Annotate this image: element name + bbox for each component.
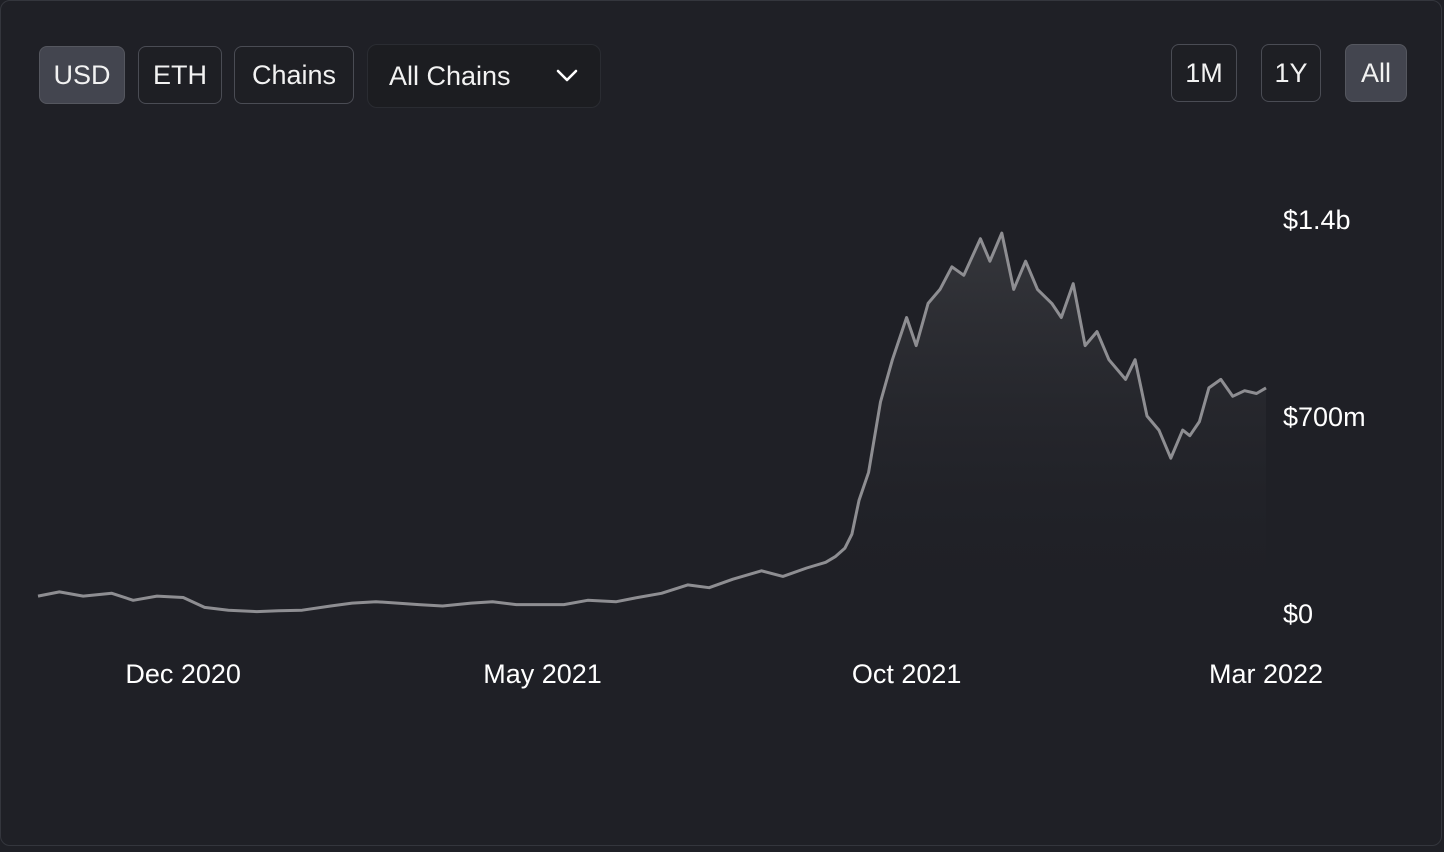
range-1m-button[interactable]: 1M — [1171, 44, 1237, 102]
x-tick-label: May 2021 — [483, 659, 602, 689]
chain-select-value: All Chains — [389, 60, 511, 91]
chevron-down-icon — [556, 69, 578, 82]
series-area — [38, 233, 1266, 613]
eth-button[interactable]: ETH — [138, 46, 222, 104]
range-1y-button[interactable]: 1Y — [1261, 44, 1321, 102]
x-tick-label: Mar 2022 — [1209, 659, 1323, 689]
y-tick-label: $0 — [1283, 599, 1313, 629]
x-tick-label: Oct 2021 — [852, 659, 962, 689]
chains-button[interactable]: Chains — [234, 46, 354, 104]
y-tick-label: $700m — [1283, 402, 1366, 432]
range-all-button[interactable]: All — [1345, 44, 1407, 102]
usd-button[interactable]: USD — [39, 46, 125, 104]
series-line — [37, 231, 1267, 614]
chart-toolbar: USD ETH Chains All Chains 1M 1Y All — [39, 44, 1407, 108]
x-tick-label: Dec 2020 — [125, 659, 241, 689]
chain-select[interactable]: All Chains — [367, 44, 601, 108]
y-tick-label: $1.4b — [1283, 205, 1351, 235]
